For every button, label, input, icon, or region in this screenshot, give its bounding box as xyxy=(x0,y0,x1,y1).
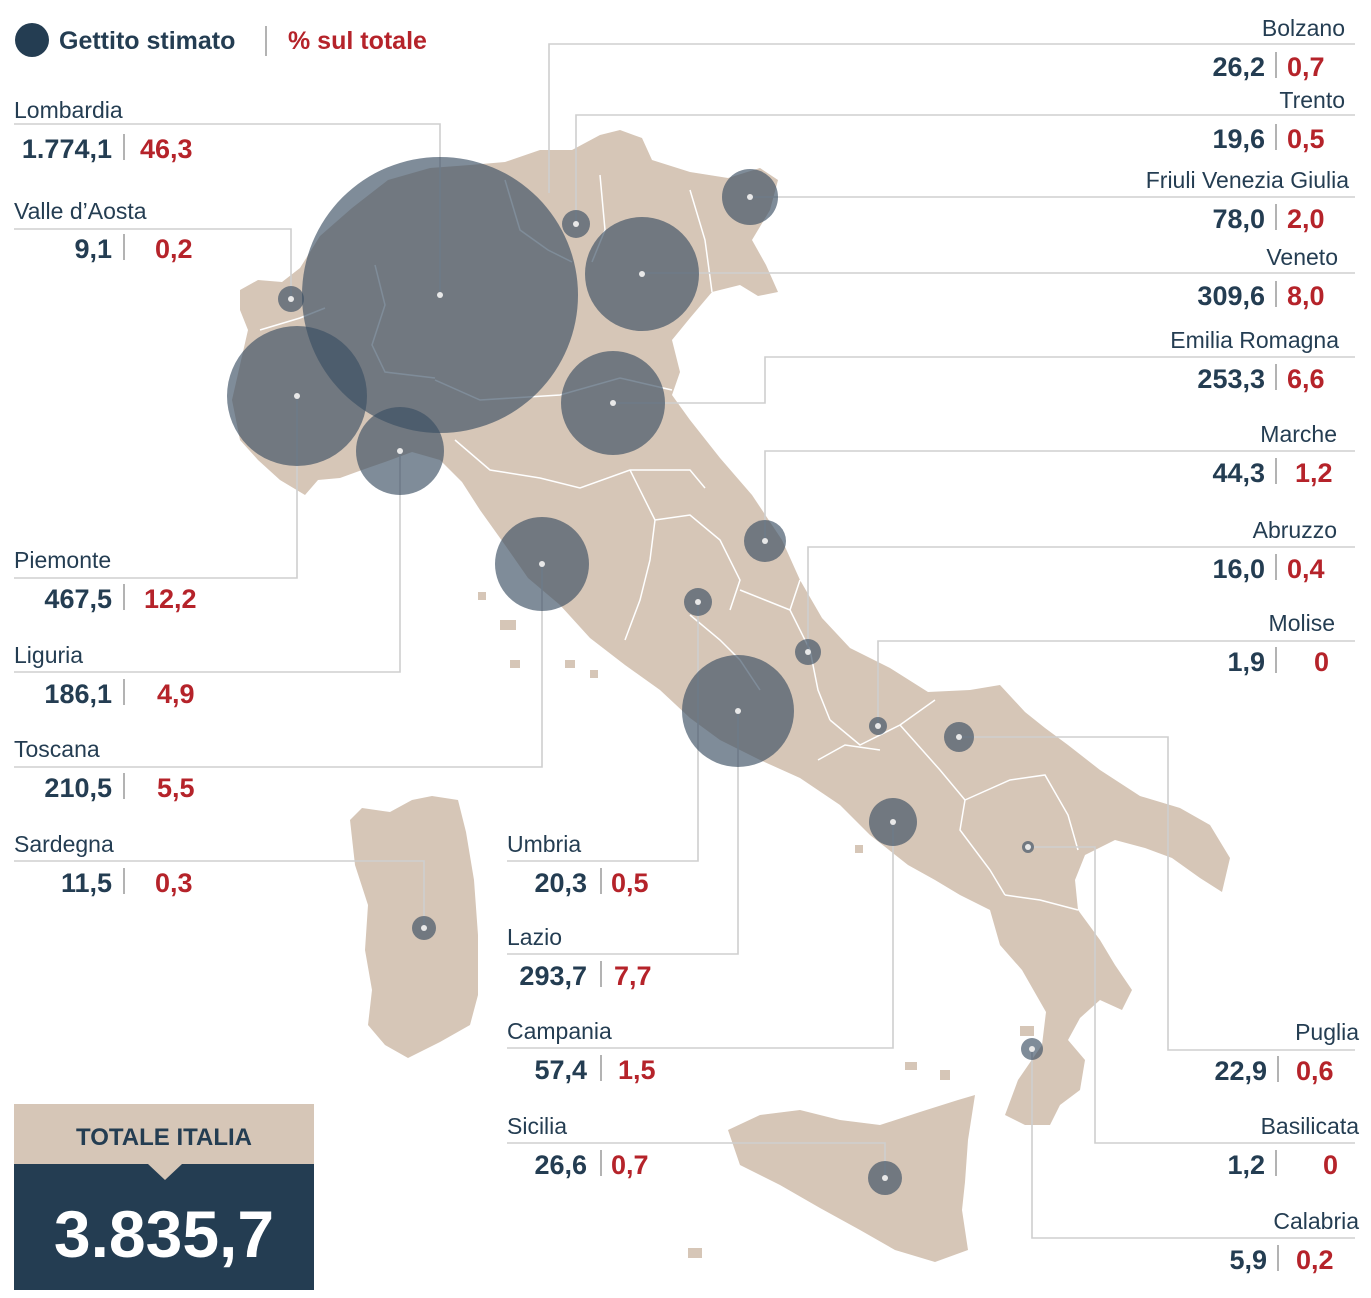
label-trento-value: 19,6 xyxy=(1212,124,1265,154)
label-basilicata-value: 1,2 xyxy=(1227,1150,1265,1180)
label-veneto-pct: 8,0 xyxy=(1287,281,1325,311)
label-friuli-name: Friuli Venezia Giulia xyxy=(1146,167,1349,193)
label-bolzano-pct: 0,7 xyxy=(1287,52,1325,82)
label-sicilia-value: 26,6 xyxy=(534,1150,587,1180)
legend-percent-label: % sul totale xyxy=(288,27,427,55)
label-trento-name: Trento xyxy=(1279,87,1345,113)
label-bolzano-name: Bolzano xyxy=(1262,15,1345,41)
label-abruzzo-pct: 0,4 xyxy=(1287,554,1325,584)
label-emilia-value: 253,3 xyxy=(1197,364,1265,394)
label-friuli-value: 78,0 xyxy=(1212,204,1265,234)
label-abruzzo-value: 16,0 xyxy=(1212,554,1265,584)
label-sardegna-name: Sardegna xyxy=(14,831,114,857)
label-piemonte-name: Piemonte xyxy=(14,547,111,573)
label-campania-name: Campania xyxy=(507,1018,612,1044)
label-toscana-value: 210,5 xyxy=(44,773,112,803)
total-box: TOTALE ITALIA 3.835,7 xyxy=(14,1104,314,1290)
label-veneto-value: 309,6 xyxy=(1197,281,1265,311)
label-marche-pct: 1,2 xyxy=(1295,458,1333,488)
labels-left: Lombardia 1.774,1 46,3 Valle d’Aosta 9,1… xyxy=(14,97,197,898)
label-sicilia-name: Sicilia xyxy=(507,1113,567,1139)
label-sardegna-pct: 0,3 xyxy=(155,868,193,898)
label-puglia-pct: 0,6 xyxy=(1296,1056,1334,1086)
label-molise-value: 1,9 xyxy=(1227,647,1265,677)
label-liguria-name: Liguria xyxy=(14,642,83,668)
label-valle-aosta-pct: 0,2 xyxy=(155,234,193,264)
label-liguria-value: 186,1 xyxy=(44,679,112,709)
label-lombardia-pct: 46,3 xyxy=(140,134,193,164)
label-basilicata-pct: 0 xyxy=(1323,1150,1338,1180)
label-marche-name: Marche xyxy=(1260,421,1337,447)
label-puglia-value: 22,9 xyxy=(1214,1056,1267,1086)
label-sardegna-value: 11,5 xyxy=(61,868,112,898)
label-lombardia-name: Lombardia xyxy=(14,97,123,123)
total-value: 3.835,7 xyxy=(54,1197,274,1271)
label-piemonte-pct: 12,2 xyxy=(144,584,197,614)
label-toscana-name: Toscana xyxy=(14,736,100,762)
total-value-bg xyxy=(14,1164,314,1290)
label-liguria-pct: 4,9 xyxy=(157,679,195,709)
label-trento-pct: 0,5 xyxy=(1287,124,1325,154)
label-basilicata-name: Basilicata xyxy=(1261,1113,1360,1139)
label-piemonte-value: 467,5 xyxy=(44,584,112,614)
label-valle-aosta-value: 9,1 xyxy=(74,234,112,264)
label-emilia-pct: 6,6 xyxy=(1287,364,1325,394)
total-title: TOTALE ITALIA xyxy=(76,1124,252,1151)
labels-center: Umbria 20,3 0,5 Lazio 293,7 7,7 Campania… xyxy=(507,831,656,1180)
label-sicilia-pct: 0,7 xyxy=(611,1150,649,1180)
bubble-centers xyxy=(288,194,1035,1181)
label-lazio-value: 293,7 xyxy=(519,961,587,991)
label-umbria-name: Umbria xyxy=(507,831,581,857)
label-bolzano-value: 26,2 xyxy=(1212,52,1265,82)
label-molise-name: Molise xyxy=(1269,610,1335,636)
label-campania-value: 57,4 xyxy=(534,1055,587,1085)
legend: Gettito stimato % sul totale xyxy=(15,23,427,57)
label-lazio-pct: 7,7 xyxy=(614,961,652,991)
bubbles xyxy=(227,157,1043,1195)
label-marche-value: 44,3 xyxy=(1212,458,1265,488)
label-valle-aosta-name: Valle d’Aosta xyxy=(14,198,147,224)
leader-lines xyxy=(14,43,1355,1239)
label-puglia-name: Puglia xyxy=(1295,1019,1359,1045)
label-calabria-name: Calabria xyxy=(1273,1208,1359,1234)
legend-bubble-icon xyxy=(15,23,49,57)
label-calabria-pct: 0,2 xyxy=(1296,1245,1334,1275)
labels-right: Bolzano 26,2 0,7 Trento 19,6 0,5 Friuli … xyxy=(1146,15,1359,1275)
label-molise-pct: 0 xyxy=(1314,647,1329,677)
sicily-shape xyxy=(728,1095,975,1262)
label-toscana-pct: 5,5 xyxy=(157,773,195,803)
label-lombardia-value: 1.774,1 xyxy=(22,134,112,164)
label-calabria-value: 5,9 xyxy=(1229,1245,1267,1275)
total-header-bg xyxy=(14,1104,314,1164)
label-campania-pct: 1,5 xyxy=(618,1055,656,1085)
legend-gettito-label: Gettito stimato xyxy=(59,27,235,55)
label-umbria-pct: 0,5 xyxy=(611,868,649,898)
label-abruzzo-name: Abruzzo xyxy=(1253,517,1337,543)
label-friuli-pct: 2,0 xyxy=(1287,204,1325,234)
label-lazio-name: Lazio xyxy=(507,924,562,950)
label-umbria-value: 20,3 xyxy=(534,868,587,898)
label-veneto-name: Veneto xyxy=(1266,244,1338,270)
label-emilia-name: Emilia Romagna xyxy=(1170,327,1339,353)
